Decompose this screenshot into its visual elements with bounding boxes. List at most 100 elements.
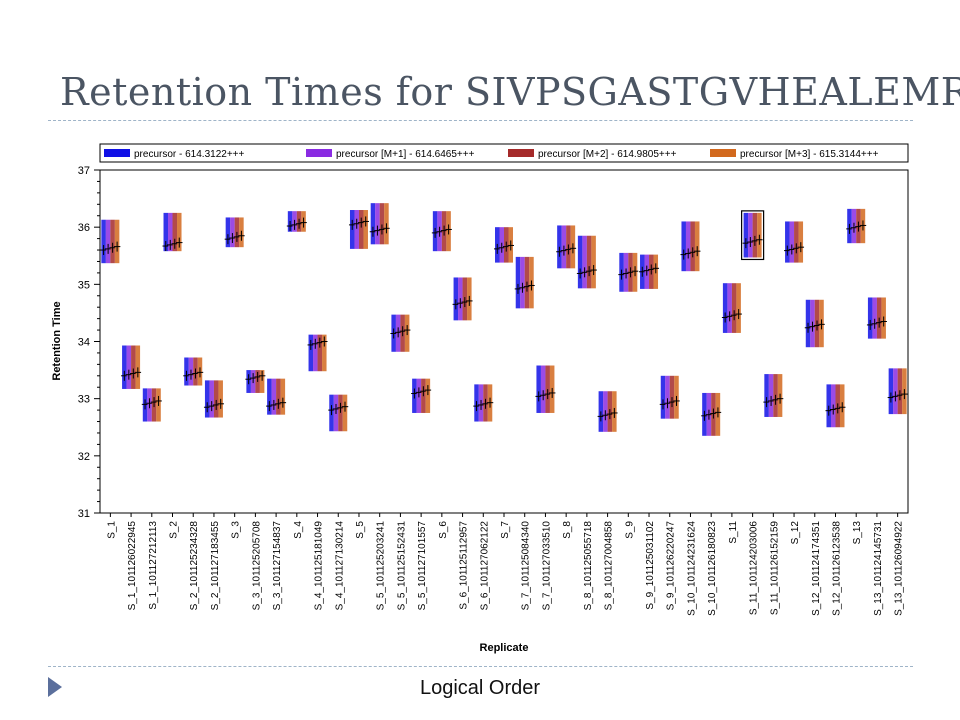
x-tick-label: S_9_101126220247 [666,521,677,611]
y-tick-label: 36 [78,222,90,234]
x-axis-label: Replicate [480,642,529,654]
isotope-bar [789,221,795,263]
replicate-box-26 [618,252,639,292]
legend-label-1: precursor - 614.3122+++ [134,149,245,160]
replicate-box-29 [680,221,701,272]
replicate-box-23 [556,225,577,269]
x-tick-label: S_7 [500,521,511,539]
replicate-box-11 [307,334,328,372]
replicate-box-36 [825,384,846,428]
replicate-box-21 [514,256,535,309]
x-tick-label: S_11_101124203006 [749,521,760,616]
replicate-box-12 [328,394,349,432]
x-tick-label: S_3_101125205708 [251,521,262,611]
legend-swatch-1 [104,149,130,157]
legend-swatch-4 [710,149,736,157]
isotope-bar [731,283,737,333]
x-tick-label: S_8_101127004858 [604,521,615,611]
replicate-box-15 [390,314,411,352]
x-tick-label: S_13_101126094922 [894,521,905,616]
isotope-bar [313,334,318,372]
isotope-bar [752,212,758,258]
x-tick-label: S_13 [852,521,863,545]
replicate-box-34 [784,221,805,263]
isotope-bar [172,212,178,252]
x-tick-label: S_1 [106,521,117,539]
isotope-bar [586,235,592,289]
isotope-bar [213,380,219,418]
y-tick-label: 37 [78,165,90,177]
isotope-bar [520,256,525,309]
isotope-bar [888,368,894,415]
x-tick-label: S_3 [231,521,242,539]
isotope-bar [204,380,210,418]
x-tick-label: S_6 [438,521,449,539]
isotope-bar [168,212,173,252]
legend-swatch-3 [508,149,534,157]
x-tick-label: S_5_101125203241 [376,521,387,611]
replicate-box-30 [701,392,722,436]
footer-divider [48,666,913,667]
x-tick-label: S_9_101125031102 [645,521,656,610]
isotope-bar [515,256,521,309]
chart-legend [99,143,909,163]
x-tick-label: S_8 [562,521,573,539]
title-divider [48,120,913,121]
x-tick-label: S_13_101124145731 [873,521,884,616]
replicate-box-10 [286,211,307,232]
replicate-box-7 [224,217,245,248]
replicate-box-5 [183,357,204,386]
x-tick-label: S_8_101125055718 [583,521,594,611]
isotope-bar [764,374,769,417]
isotope-bar [722,283,728,333]
legend-label-3: precursor [M+2] - 614.9805+++ [538,149,677,160]
isotope-bar [271,378,277,415]
x-tick-label: S_7_101125084340 [521,521,532,611]
isotope-bar [660,375,666,419]
x-tick-label: S_9 [624,521,635,539]
isotope-bar [308,334,314,372]
x-tick-label: S_10_101124231624 [686,521,697,616]
x-tick-label: S_5 [355,521,366,539]
isotope-bar [126,345,132,389]
replicate-box-32 [741,210,765,261]
replicate-box-16 [411,378,432,413]
isotope-bar [577,235,583,289]
isotope-bar [122,345,127,389]
isotope-bar [375,203,380,245]
y-tick-label: 31 [78,508,90,520]
x-tick-label: S_1_101126022945 [127,521,138,611]
isotope-bar [425,378,431,413]
y-tick-label: 34 [78,337,90,349]
replicate-box-27 [639,254,660,289]
isotope-bar [798,221,804,263]
replicate-box-13 [348,210,369,249]
replicate-box-37 [846,208,867,244]
isotope-bar [317,334,323,372]
replicate-box-17 [431,211,452,252]
replicate-box-8 [245,370,266,393]
legend-label-2: precursor [M+1] - 614.6465+++ [336,149,475,160]
replicate-box-39 [887,368,908,415]
y-tick-label: 32 [78,451,90,463]
isotope-bar [135,345,141,389]
x-axis: S_1 S_1_101126022945 S_1_101127212113 S_2 S_… [106,513,905,616]
x-tick-label: S_1_101127212113 [148,521,159,610]
replicate-box-14 [369,203,390,245]
isotope-bar [867,297,873,339]
x-tick-label: S_2_101127183455 [210,521,221,611]
isotope-bar [110,219,115,264]
isotope-bar [736,283,741,333]
isotope-bar [582,235,587,289]
isotope-bar [225,217,231,248]
x-tick-label: S_4_101125181049 [314,521,325,611]
replicate-box-31 [721,283,742,333]
isotope-bar [893,368,898,415]
y-tick-label: 33 [78,394,90,406]
x-tick-label: S_6_101125112957 [459,521,470,610]
replicate-boxes [100,203,908,436]
y-axis: 31 32 33 34 35 36 37 [78,165,100,520]
isotope-bar [665,375,670,419]
x-tick-label: S_4 [293,521,304,539]
